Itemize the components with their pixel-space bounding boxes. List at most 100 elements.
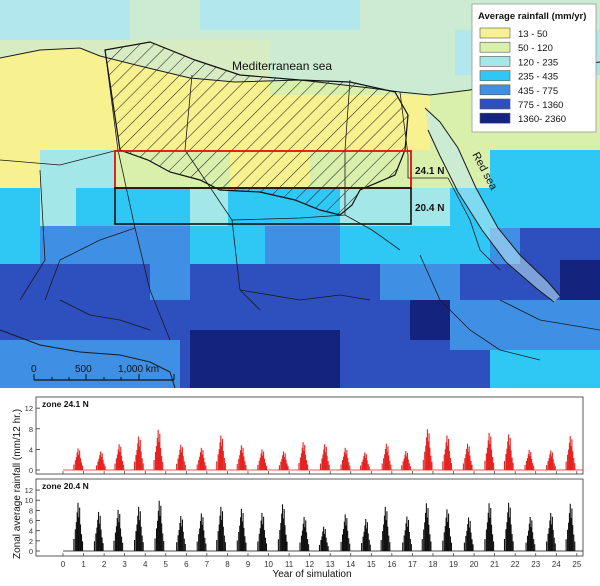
x-tick-label: 18 (429, 560, 438, 569)
peak-bar (216, 435, 226, 470)
legend-swatch (479, 41, 511, 53)
x-tick-label: 7 (205, 560, 210, 569)
peak-bar (319, 444, 330, 470)
legend-swatch (479, 112, 511, 124)
peak-bar (340, 514, 351, 551)
y-tick-label: 8 (29, 506, 33, 515)
mediterranean-sea (0, 0, 600, 95)
peak-bar (524, 449, 535, 470)
legend-swatch (479, 56, 511, 67)
peak-bar (361, 519, 371, 551)
x-tick-label: 3 (122, 560, 127, 569)
y-tick-label: 8 (29, 425, 33, 434)
red-sea-coastline (424, 107, 561, 303)
x-tick-label: 13 (326, 560, 335, 569)
peak-bar (340, 447, 351, 470)
peak-bar (546, 512, 556, 551)
chart-title: zone 24.1 N (42, 399, 89, 409)
y-tick-label: 12 (25, 404, 33, 413)
legend-label: 235 - 435 (518, 72, 558, 83)
peak-bar (546, 450, 556, 470)
peak-bar (133, 436, 144, 470)
legend-label: 775 - 1360 (518, 100, 563, 111)
y-tick-label: 10 (25, 496, 33, 505)
legend-swatch (479, 84, 511, 96)
peak-bar (565, 503, 576, 551)
y-tick-label: 0 (29, 466, 33, 475)
peak-bar (216, 506, 226, 551)
x-tick-label: 10 (264, 560, 273, 569)
peak-bar (196, 447, 207, 470)
rainfall-chart-0: 0 4 8 12 zone 24.1 N (25, 396, 584, 475)
scale-label-500: 500 (75, 364, 92, 375)
peak-bar (565, 435, 576, 470)
red-sea (425, 108, 560, 302)
y-tick-label: 2 (29, 537, 33, 546)
x-tick-label: 22 (511, 560, 520, 569)
y-axis-label: Zonal average rainfall (mm/12 hr.) (12, 409, 23, 559)
legend-swatch (479, 98, 511, 110)
peak-bar (401, 450, 411, 470)
y-tick-label: 6 (29, 517, 33, 526)
peak-bar (236, 508, 247, 551)
peak-bar (113, 509, 124, 551)
mediterranean-sea-label: Mediterranean sea (232, 59, 332, 73)
x-tick-label: 20 (470, 560, 479, 569)
peak-bar (73, 448, 84, 470)
peak-bar (484, 503, 495, 551)
legend-label: 1360- 2360 (518, 114, 566, 125)
peak-bar (318, 526, 329, 551)
x-tick-label: 4 (143, 560, 148, 569)
x-tick-label: 0 (61, 560, 66, 569)
peak-bar (484, 432, 495, 470)
peak-bar (154, 500, 165, 551)
peak-bar (463, 517, 474, 551)
x-tick-label: 19 (449, 560, 458, 569)
x-tick-label: 25 (572, 560, 581, 569)
peak-bar (196, 513, 207, 551)
zone-24-label: 24.1 N (415, 166, 444, 177)
scale-label-1000: 1,000 km (118, 364, 159, 375)
peak-bar (402, 516, 412, 551)
peak-bar (380, 506, 391, 551)
rainfall-map: 24.1 N 20.4 N Mediterranean sea Red sea … (0, 0, 600, 388)
x-tick-label: 17 (408, 560, 417, 569)
y-tick-label: 4 (29, 445, 33, 454)
country-borders (0, 49, 600, 361)
peak-bar (298, 442, 309, 470)
peak-bar (114, 444, 125, 470)
zone-20-label: 20.4 N (415, 203, 444, 214)
x-axis-label: Year of simulation (272, 569, 351, 580)
x-tick-label: 5 (164, 560, 169, 569)
x-tick-label: 6 (184, 560, 189, 569)
peak-bar (95, 451, 106, 470)
study-region-hatched (104, 41, 409, 216)
peak-bar (73, 502, 84, 551)
scale-bar: 0 500 1,000 km (31, 364, 175, 381)
x-tick-label: 1 (81, 560, 86, 569)
peak-bar (299, 516, 310, 551)
scale-label-0: 0 (31, 364, 37, 375)
x-tick-label: 2 (102, 560, 107, 569)
peak-bar (153, 429, 164, 470)
peak-bar (442, 509, 453, 551)
peak-bar (503, 502, 514, 551)
chart-title: zone 20.4 N (42, 481, 89, 491)
y-tick-label: 0 (29, 547, 33, 556)
legend-label: 50 - 120 (518, 43, 553, 54)
peak-bar (93, 511, 104, 551)
x-tick-label: 14 (346, 560, 355, 569)
peak-bar (442, 435, 453, 470)
x-tick-label: 16 (387, 560, 396, 569)
peak-bar (360, 452, 370, 470)
x-tick-label: 12 (305, 560, 314, 569)
x-tick-label: 11 (285, 560, 294, 569)
peak-bar (133, 506, 144, 551)
legend-title: Average rainfall (mm/yr) (478, 11, 586, 22)
peak-bar (236, 445, 247, 470)
x-tick-label: 23 (531, 560, 540, 569)
